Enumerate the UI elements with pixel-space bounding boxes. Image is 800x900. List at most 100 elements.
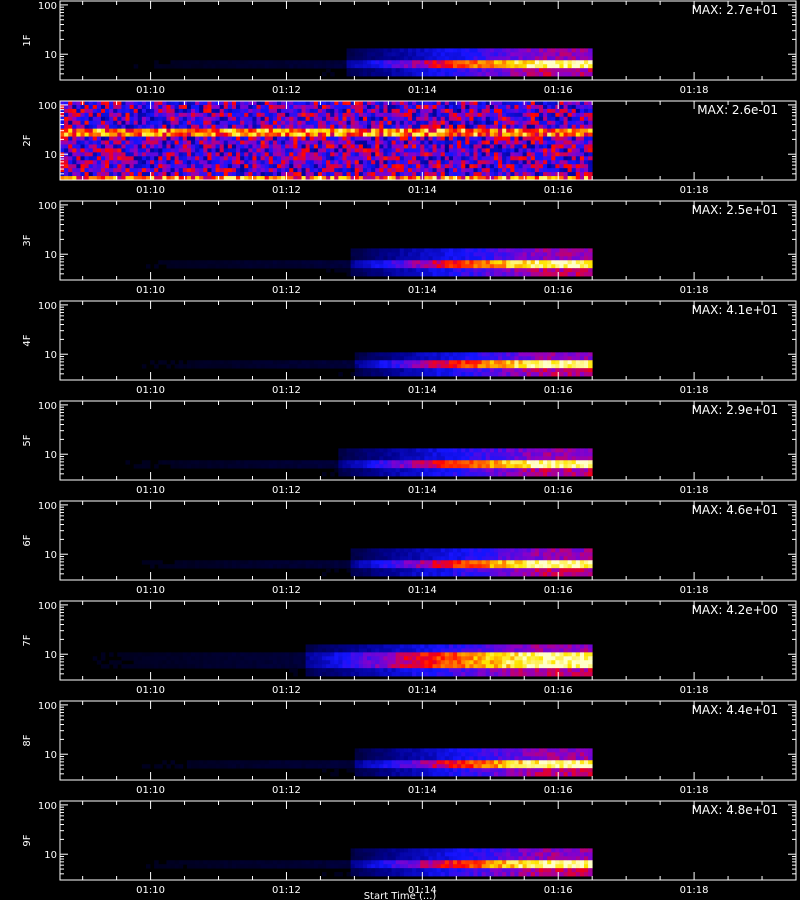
heatmap-cell (109, 124, 114, 130)
heatmap-cell (297, 60, 302, 65)
heatmap-cell (543, 160, 548, 165)
heatmap-cell (526, 368, 532, 373)
heatmap-cell (207, 148, 212, 153)
heatmap-cell (416, 456, 421, 461)
heatmap-cell (383, 468, 388, 473)
heatmap-cell (113, 168, 118, 173)
heatmap-cell (469, 248, 474, 253)
heatmap-cell (178, 464, 184, 469)
heatmap-cell (371, 132, 376, 137)
heatmap-cell (145, 160, 151, 165)
heatmap-cell (498, 168, 503, 173)
heatmap-cell (322, 128, 327, 133)
heatmap-cell (96, 176, 102, 181)
heatmap-cell (473, 56, 478, 61)
heatmap-cell (281, 460, 286, 465)
heatmap-cell (588, 136, 593, 141)
y-tick-label: 10 (44, 350, 57, 361)
heatmap-cell (227, 116, 233, 122)
heatmap-cell (166, 172, 171, 177)
heatmap-cell (211, 364, 216, 369)
heatmap-cell (334, 144, 339, 149)
heatmap-cell (391, 468, 397, 473)
heatmap-cell (346, 52, 352, 57)
heatmap-cell (109, 164, 114, 169)
heatmap-cell (129, 172, 135, 177)
heatmap-cell (502, 452, 507, 457)
heatmap-cell (362, 176, 368, 181)
heatmap-cell (412, 256, 417, 261)
heatmap-cell (317, 152, 323, 157)
heatmap-cell (256, 104, 261, 110)
heatmap-cell (338, 448, 343, 453)
heatmap-cell (338, 172, 343, 177)
heatmap-cell (191, 128, 196, 133)
heatmap-cell (395, 176, 401, 181)
heatmap-cell (538, 112, 544, 118)
heatmap-cell (477, 260, 483, 265)
heatmap-cell (477, 468, 483, 473)
heatmap-cell (211, 360, 216, 365)
heatmap-cell (428, 60, 433, 65)
heatmap-cell (92, 152, 98, 157)
heatmap-cell (350, 264, 356, 269)
heatmap-cell (182, 116, 188, 122)
heatmap-cell (407, 112, 413, 118)
heatmap-cell (145, 108, 151, 114)
heatmap-cell (154, 264, 159, 269)
heatmap-cell (428, 104, 433, 110)
heatmap-cell (166, 112, 171, 118)
heatmap-cell (530, 464, 536, 469)
heatmap-cell (453, 364, 458, 369)
heatmap-cell (281, 176, 286, 181)
heatmap-cell (444, 256, 450, 261)
heatmap-cell (473, 124, 478, 130)
heatmap-cell (530, 136, 536, 141)
heatmap-cell (534, 472, 540, 477)
heatmap-cell (538, 172, 544, 177)
heatmap-cell (371, 52, 376, 57)
heatmap-cell (260, 168, 266, 173)
heatmap-cell (113, 116, 118, 122)
heatmap-cell (305, 144, 311, 149)
heatmap-cell (182, 60, 188, 65)
heatmap-cell (375, 48, 380, 53)
heatmap-cell (555, 264, 560, 269)
heatmap-cell (80, 120, 85, 126)
heatmap-cell (563, 64, 569, 69)
heatmap-cell (113, 172, 118, 177)
heatmap-cell (453, 128, 458, 133)
heatmap-cell (465, 48, 470, 53)
heatmap-cell (301, 464, 307, 469)
heatmap-cell (403, 160, 409, 165)
heatmap-cell (223, 108, 229, 114)
heatmap-cell (502, 160, 507, 165)
heatmap-cell (461, 48, 466, 53)
heatmap-cell (309, 260, 315, 265)
heatmap-cell (420, 356, 425, 361)
heatmap-cell (461, 468, 466, 473)
heatmap-cell (305, 60, 311, 65)
heatmap-cell (379, 68, 384, 73)
heatmap-cell (145, 164, 151, 169)
heatmap-cell (465, 368, 470, 373)
heatmap-cell (493, 156, 499, 161)
heatmap-cell (485, 124, 491, 130)
heatmap-cell (264, 156, 270, 161)
heatmap-cell (498, 52, 503, 57)
heatmap-cell (248, 136, 253, 141)
heatmap-cell (473, 364, 478, 369)
heatmap-cell (227, 104, 233, 110)
heatmap-cell (236, 144, 241, 149)
heatmap-cell (367, 68, 372, 73)
heatmap-cell (547, 164, 552, 169)
heatmap-cell (326, 176, 331, 181)
heatmap-cell (424, 264, 429, 269)
heatmap-cell (240, 132, 245, 137)
heatmap-cell (444, 260, 450, 265)
heatmap-cell (530, 112, 536, 118)
heatmap-cell (522, 156, 528, 161)
heatmap-cell (305, 360, 311, 365)
heatmap-cell (268, 260, 274, 265)
heatmap-cell (530, 252, 536, 257)
